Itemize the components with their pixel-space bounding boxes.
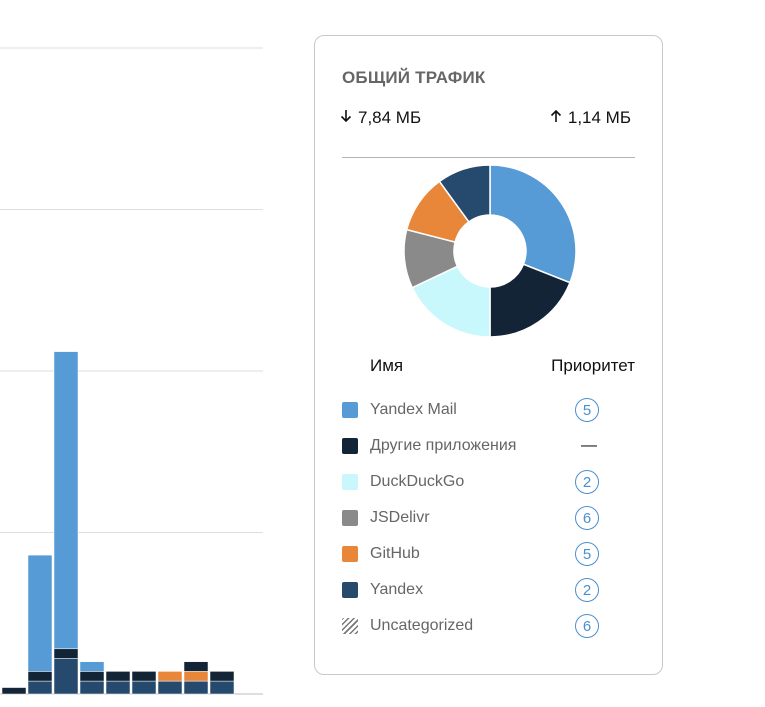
bar-segment[interactable] (157, 680, 183, 695)
divider (342, 157, 635, 158)
app-legend-list: Yandex Mail 5 Другие приложения — DuckDu… (342, 392, 642, 644)
traffic-donut-chart (403, 164, 577, 338)
priority-badge[interactable]: 5 (575, 542, 599, 566)
legend-row-uncategorized[interactable]: Uncategorized 6 (342, 608, 642, 644)
legend-label: GitHub (370, 545, 420, 562)
priority-badge[interactable]: 6 (575, 614, 599, 638)
priority-badge[interactable]: 2 (575, 578, 599, 602)
bar-segment[interactable] (27, 671, 53, 682)
download-value: 7,84 МБ (358, 108, 422, 127)
legend-row-yandex[interactable]: Yandex 2 (342, 572, 642, 608)
donut-slice[interactable] (489, 263, 571, 338)
legend-row-other-apps[interactable]: Другие приложения — (342, 428, 642, 464)
bar-segment[interactable] (157, 671, 183, 682)
color-swatch (342, 438, 358, 454)
legend-label: Yandex (370, 581, 424, 598)
bar-segment[interactable] (79, 661, 105, 672)
priority-badge[interactable]: 5 (575, 398, 599, 422)
column-header-name: Имя (370, 356, 404, 375)
legend-label: Uncategorized (370, 617, 474, 634)
download-total: 7,84 МБ (340, 108, 421, 128)
legend-label: Другие приложения (370, 437, 517, 454)
priority-badge[interactable]: 2 (575, 470, 599, 494)
bar-segment[interactable] (79, 680, 105, 695)
arrow-up-icon (550, 108, 562, 128)
bar-segment[interactable] (105, 671, 131, 682)
legend-row-github[interactable]: GitHub 5 (342, 536, 642, 572)
color-swatch (342, 510, 358, 526)
legend-row-jsdelivr[interactable]: JSDelivr 6 (342, 500, 642, 536)
legend-label: DuckDuckGo (370, 473, 465, 490)
upload-total: 1,14 МБ (550, 108, 631, 128)
legend-label: Yandex Mail (370, 401, 457, 418)
color-swatch (342, 474, 358, 490)
color-swatch (342, 402, 358, 418)
traffic-bar-chart (0, 47, 263, 695)
bar-segment[interactable] (1, 687, 27, 695)
bar-segment[interactable] (209, 680, 235, 695)
bar-segment[interactable] (183, 680, 209, 695)
bar-segment[interactable] (131, 680, 157, 695)
bar-segment[interactable] (27, 680, 53, 695)
legend-row-yandex-mail[interactable]: Yandex Mail 5 (342, 392, 642, 428)
bar-segment[interactable] (79, 671, 105, 682)
priority-badge[interactable]: 6 (575, 506, 599, 530)
traffic-card: ОБЩИЙ ТРАФИК 7,84 МБ 1,14 МБ Имя Приорит… (314, 35, 663, 675)
hatched-swatch-icon (342, 618, 358, 634)
donut-slice[interactable] (438, 164, 491, 223)
bar-segment[interactable] (53, 648, 79, 659)
legend-label: JSDelivr (370, 509, 430, 526)
column-header-priority: Приоритет (551, 356, 635, 375)
legend-row-duckduckgo[interactable]: DuckDuckGo 2 (342, 464, 642, 500)
bar-segment[interactable] (53, 658, 79, 695)
bar-segment[interactable] (53, 351, 79, 650)
bar-segment[interactable] (27, 554, 53, 672)
color-swatch (342, 546, 358, 562)
bar-segment[interactable] (183, 671, 209, 682)
upload-value: 1,14 МБ (567, 108, 631, 127)
bar-segment[interactable] (105, 680, 131, 695)
bar-segment[interactable] (209, 671, 235, 682)
card-title: ОБЩИЙ ТРАФИК (342, 68, 486, 87)
priority-none: — (581, 437, 597, 454)
bar-segment[interactable] (183, 661, 209, 672)
color-swatch (342, 582, 358, 598)
arrow-down-icon (340, 108, 352, 128)
bar-segment[interactable] (131, 671, 157, 682)
donut-slice[interactable] (489, 164, 577, 284)
